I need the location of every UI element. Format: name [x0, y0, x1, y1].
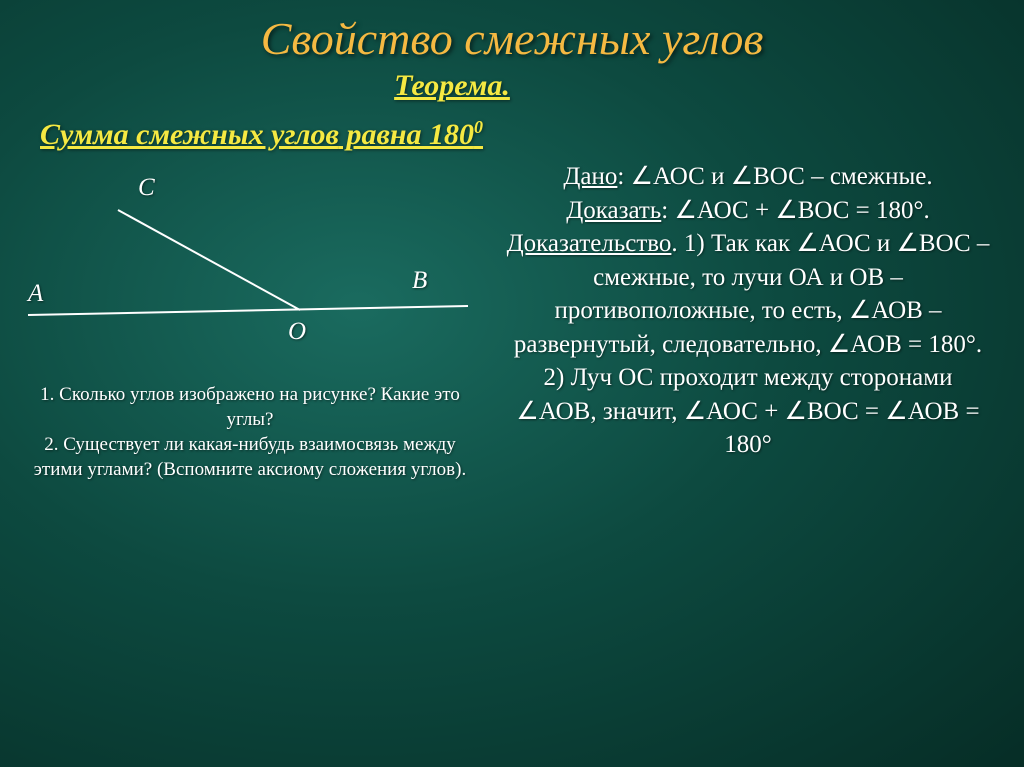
label-B: B	[412, 267, 427, 295]
theorem-subtitle: Теорема.	[0, 69, 1024, 103]
statement-part2: равна 180	[339, 118, 474, 151]
questions-block: 1. Сколько углов изображено на рисунке? …	[0, 382, 500, 482]
questions-text: 1. Сколько углов изображено на рисунке? …	[34, 384, 466, 480]
right-column: Дано: ∠АОС и ∠ВОС – смежные. Доказать: ∠…	[500, 160, 1010, 482]
proof-text: . 1) Так как ∠АОС и ∠ВОС – смежные, то л…	[514, 230, 990, 458]
label-O: O	[288, 318, 306, 346]
line-OC	[118, 210, 300, 310]
label-A: A	[28, 280, 43, 308]
statement-sup: 0	[474, 117, 483, 137]
content-row: A B C O 1. Сколько углов изображено на р…	[0, 160, 1024, 482]
theorem-statement: Сумма смежных углов равна 1800	[0, 103, 1024, 152]
given-text: : ∠АОС и ∠ВОС – смежные.	[617, 163, 932, 190]
prove-text: : ∠АОС + ∠ВОС = 180°.	[661, 197, 930, 224]
angle-diagram: A B C O	[0, 160, 480, 370]
given-label: Дано	[563, 163, 617, 190]
prove-label: Доказать	[566, 197, 661, 224]
left-column: A B C O 1. Сколько углов изображено на р…	[0, 160, 500, 482]
proof-block: Дано: ∠АОС и ∠ВОС – смежные. Доказать: ∠…	[504, 160, 992, 462]
statement-part1: Сумма смежных углов	[40, 118, 339, 151]
proof-label: Доказательство	[507, 230, 672, 257]
label-C: C	[138, 174, 155, 202]
line-AB	[28, 306, 468, 315]
diagram-svg	[0, 160, 480, 370]
slide-title: Свойство смежных углов	[0, 0, 1024, 65]
